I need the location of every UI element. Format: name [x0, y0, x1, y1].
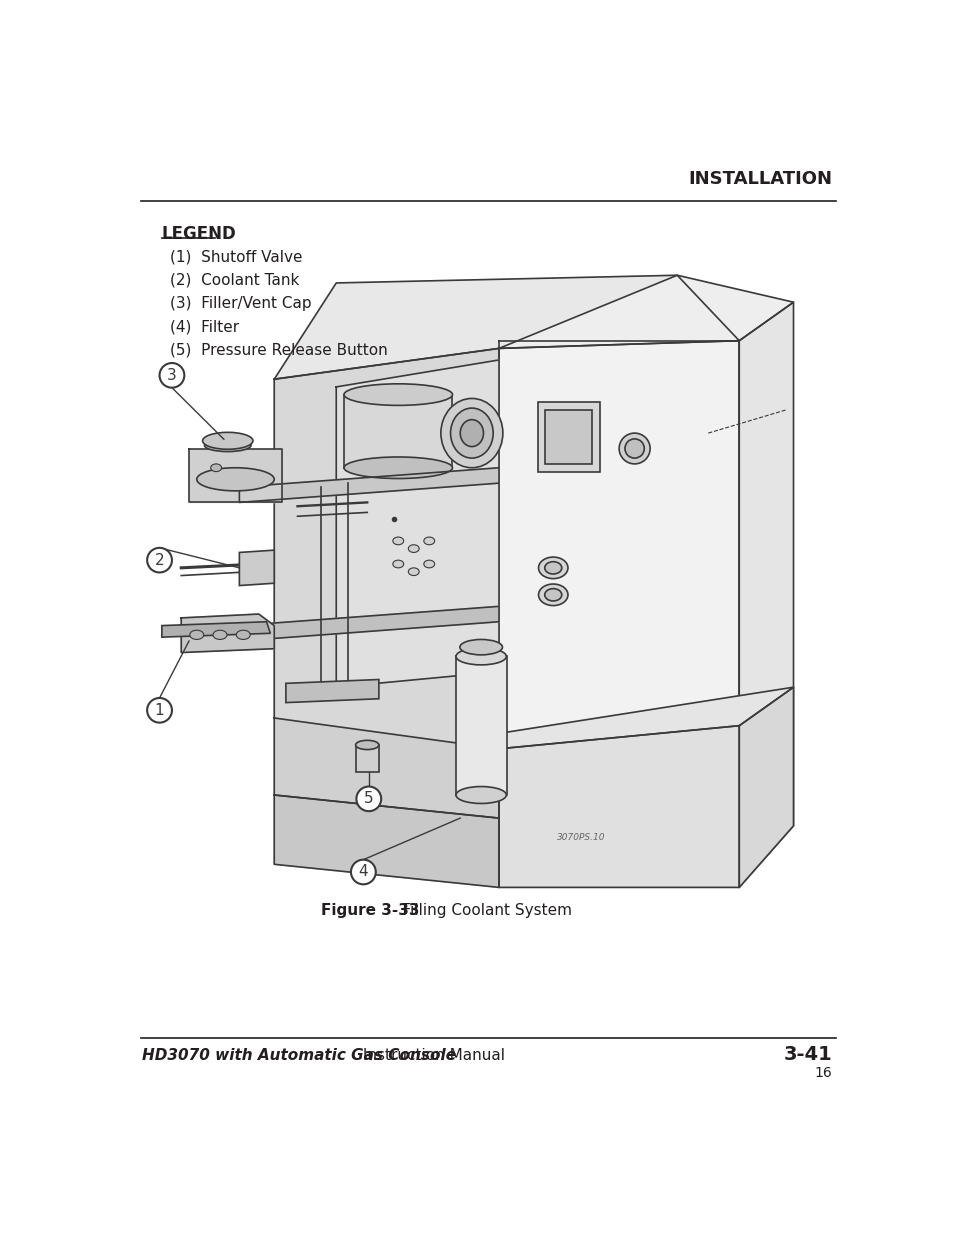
Polygon shape	[545, 410, 592, 464]
Polygon shape	[274, 795, 498, 888]
Circle shape	[159, 363, 184, 388]
Ellipse shape	[408, 545, 418, 552]
Ellipse shape	[190, 630, 204, 640]
Circle shape	[356, 787, 381, 811]
Ellipse shape	[355, 740, 378, 750]
Text: LEGEND: LEGEND	[162, 225, 236, 243]
Text: 1: 1	[154, 703, 164, 718]
Text: 3-41: 3-41	[782, 1045, 831, 1065]
Polygon shape	[239, 606, 498, 641]
Ellipse shape	[213, 630, 227, 640]
Polygon shape	[274, 718, 498, 818]
Text: (3)  Filler/Vent Cap: (3) Filler/Vent Cap	[170, 296, 311, 311]
Ellipse shape	[544, 562, 561, 574]
Ellipse shape	[459, 420, 483, 447]
Text: INSTALLATION: INSTALLATION	[687, 170, 831, 188]
Text: Instruction Manual: Instruction Manual	[357, 1047, 504, 1062]
Ellipse shape	[423, 537, 435, 545]
Text: 16: 16	[814, 1066, 831, 1081]
Ellipse shape	[344, 457, 452, 478]
Text: (1)  Shutoff Valve: (1) Shutoff Valve	[170, 249, 302, 264]
Polygon shape	[537, 403, 599, 472]
Text: 4: 4	[358, 864, 368, 879]
Polygon shape	[344, 395, 452, 468]
Polygon shape	[498, 726, 739, 888]
Ellipse shape	[423, 561, 435, 568]
Polygon shape	[189, 448, 282, 503]
Text: 2: 2	[154, 552, 164, 568]
Polygon shape	[181, 614, 274, 652]
Ellipse shape	[202, 432, 253, 450]
Polygon shape	[355, 745, 378, 772]
Ellipse shape	[544, 589, 561, 601]
Ellipse shape	[618, 433, 649, 464]
Circle shape	[147, 698, 172, 722]
Text: Filling Coolant System: Filling Coolant System	[382, 903, 571, 918]
Text: 3: 3	[167, 368, 176, 383]
Ellipse shape	[393, 561, 403, 568]
Ellipse shape	[408, 568, 418, 576]
Polygon shape	[739, 687, 793, 888]
Ellipse shape	[537, 557, 567, 579]
Polygon shape	[739, 303, 793, 888]
Ellipse shape	[236, 630, 250, 640]
Ellipse shape	[459, 640, 502, 655]
Polygon shape	[162, 621, 270, 637]
Polygon shape	[286, 679, 378, 703]
Ellipse shape	[211, 464, 221, 472]
Ellipse shape	[456, 648, 506, 664]
Circle shape	[351, 860, 375, 884]
Text: 5: 5	[364, 792, 374, 806]
Ellipse shape	[624, 438, 643, 458]
Polygon shape	[274, 348, 498, 888]
Polygon shape	[498, 275, 793, 348]
Polygon shape	[274, 275, 739, 379]
Ellipse shape	[537, 584, 567, 605]
Text: (2)  Coolant Tank: (2) Coolant Tank	[170, 273, 298, 288]
Text: (4)  Filter: (4) Filter	[170, 319, 238, 335]
Ellipse shape	[393, 537, 403, 545]
Polygon shape	[239, 468, 498, 503]
Text: 3070PS.10: 3070PS.10	[557, 834, 605, 842]
Polygon shape	[456, 656, 506, 795]
Ellipse shape	[344, 384, 452, 405]
Polygon shape	[498, 341, 739, 888]
Text: HD3070 with Automatic Gas Console: HD3070 with Automatic Gas Console	[142, 1047, 456, 1062]
Polygon shape	[335, 359, 498, 687]
Polygon shape	[498, 687, 793, 748]
Text: Figure 3-33: Figure 3-33	[320, 903, 418, 918]
Ellipse shape	[440, 399, 502, 468]
Ellipse shape	[196, 468, 274, 490]
Polygon shape	[239, 550, 274, 585]
Ellipse shape	[450, 408, 493, 458]
Text: (5)  Pressure Release Button: (5) Pressure Release Button	[170, 342, 387, 357]
Circle shape	[147, 548, 172, 573]
Ellipse shape	[456, 787, 506, 804]
Ellipse shape	[204, 440, 251, 452]
